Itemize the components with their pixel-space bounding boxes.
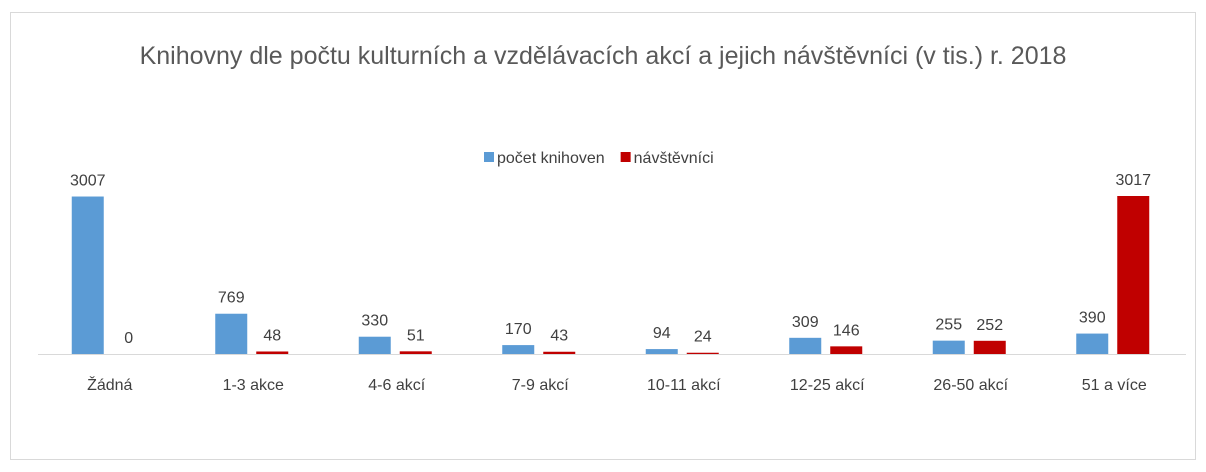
bar xyxy=(973,340,1006,354)
value-label: 51 xyxy=(407,327,425,344)
value-label: 43 xyxy=(550,328,568,345)
bar xyxy=(256,351,289,354)
value-label: 390 xyxy=(1079,310,1106,327)
x-tick-label: 4-6 akcí xyxy=(368,377,425,394)
bar xyxy=(830,346,863,354)
x-tick-label: 1-3 akce xyxy=(223,377,284,394)
x-tick-label: 10-11 akcí xyxy=(647,377,721,394)
value-label: 252 xyxy=(976,317,1003,334)
value-label: 48 xyxy=(263,327,281,344)
value-label: 769 xyxy=(218,290,245,307)
value-label: 24 xyxy=(694,329,712,346)
value-label: 309 xyxy=(792,314,819,331)
bar xyxy=(1117,196,1150,354)
bar xyxy=(543,351,576,354)
x-tick-label: 12-25 akcí xyxy=(790,377,865,394)
bar xyxy=(932,340,965,354)
value-label: 3017 xyxy=(1115,172,1151,189)
bar xyxy=(789,337,822,354)
legend-swatch xyxy=(620,152,631,162)
bar xyxy=(502,345,535,354)
value-label: 330 xyxy=(361,313,388,330)
bar xyxy=(215,313,248,354)
value-label: 255 xyxy=(935,317,962,334)
legend-swatch xyxy=(484,152,494,162)
legend-label: návštěvníci xyxy=(634,150,714,167)
x-tick-label: 7-9 akcí xyxy=(512,377,569,394)
value-label: 0 xyxy=(124,330,133,347)
bar xyxy=(71,196,104,354)
bar xyxy=(645,349,678,354)
bar xyxy=(399,351,432,354)
value-label: 3007 xyxy=(70,173,106,190)
bar xyxy=(358,336,391,354)
x-tick-label: Žádná xyxy=(87,375,132,394)
value-label: 170 xyxy=(505,321,532,338)
value-label: 146 xyxy=(833,322,860,339)
legend-label: počet knihoven xyxy=(497,150,605,167)
value-label: 94 xyxy=(653,325,671,342)
chart-title: Knihovny dle počtu kulturních a vzděláva… xyxy=(139,42,1067,70)
x-tick-label: 26-50 akcí xyxy=(933,377,1008,394)
chart-border xyxy=(10,12,1196,460)
bar xyxy=(1076,333,1109,354)
x-tick-label: 51 a více xyxy=(1082,377,1147,394)
bar xyxy=(686,352,719,354)
